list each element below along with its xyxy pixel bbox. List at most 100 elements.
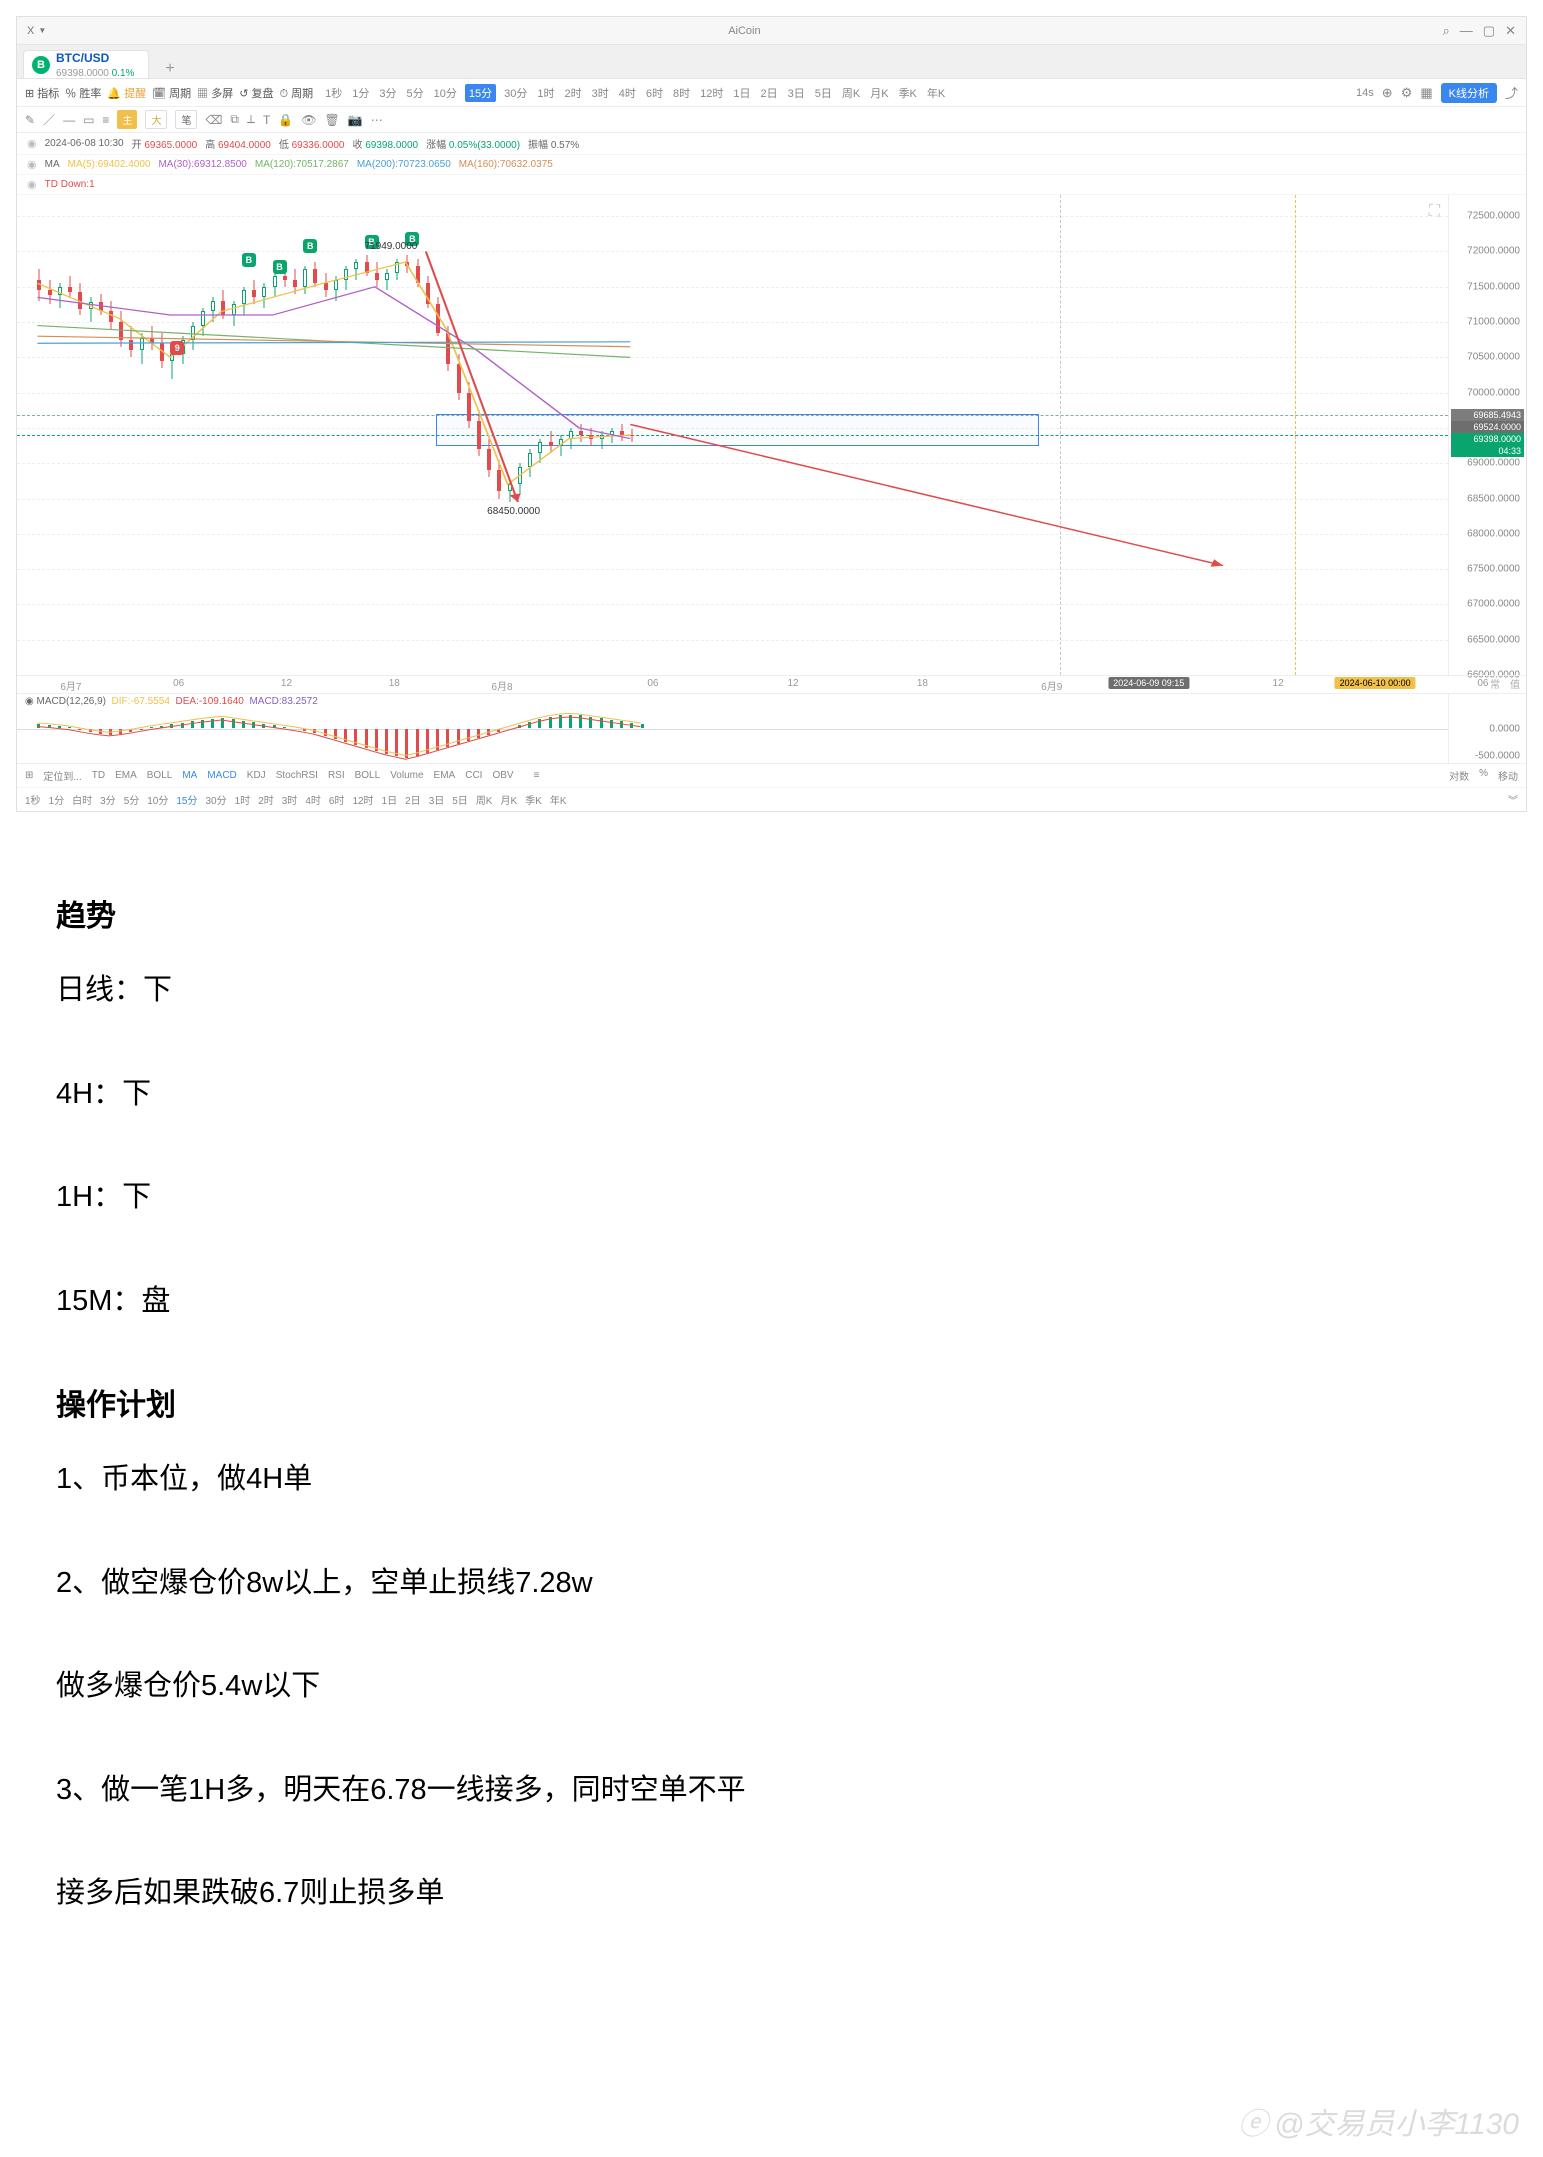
maximize-icon[interactable]: ▢ [1483,23,1495,39]
tf-option[interactable]: 年K [550,792,567,807]
app-menu[interactable]: X ▼ [17,25,56,37]
price-chart[interactable]: ⛶ 9BBBBB71949.000068450.0000 72500.00007… [17,195,1526,675]
timeframe-option[interactable]: 1日 [731,85,752,101]
tf-option[interactable]: 3时 [282,792,298,807]
text-icon[interactable]: T [263,113,270,127]
tf-option[interactable]: 季K [525,792,542,807]
tf-option[interactable]: 3分 [100,792,116,807]
add-tab-button[interactable]: + [155,60,184,78]
indicator-select[interactable]: TD [92,770,105,781]
tf-option[interactable]: 30分 [206,792,227,807]
tf-option[interactable]: 1日 [382,792,398,807]
tf-option[interactable]: 白时 [72,792,92,807]
toolbar-item[interactable]: ↺ 复盘 [239,85,273,101]
indicator-more-icon[interactable]: ≡ [534,770,540,781]
eraser-icon[interactable]: ⌫ [205,113,222,127]
tf-option[interactable]: 12时 [352,792,373,807]
more-icon[interactable]: ⋯ [371,113,383,127]
kline-analysis-button[interactable]: K线分析 [1441,83,1497,103]
magnet-icon[interactable]: ⧉ [230,112,239,127]
timeframe-option[interactable]: 30分 [502,85,529,101]
indicator-select[interactable]: MACD [207,770,236,781]
tf-option[interactable]: 10分 [147,792,168,807]
toolbar-item[interactable]: 🗓 周期 [152,85,191,101]
timeframe-option[interactable]: 5分 [405,85,426,101]
snapshot-icon[interactable]: ⛶ [1429,203,1440,221]
timeframe-option[interactable]: 4时 [617,85,638,101]
eye-icon[interactable]: 👁 [301,113,316,127]
trash-icon[interactable]: 🗑 [325,113,340,127]
locate-icon[interactable]: ⊞ [25,770,33,781]
tf-option[interactable]: 4时 [305,792,321,807]
eye-toggle-icon[interactable]: ◉ [27,158,37,171]
rect-icon[interactable]: ▭ [83,113,94,127]
chip-main[interactable]: 主 [117,110,137,129]
tf-option[interactable]: 月K [500,792,517,807]
indrow-option[interactable]: % [1479,768,1488,783]
line-icon[interactable]: ／ [43,111,55,128]
tf-option[interactable]: 5日 [452,792,468,807]
tf-option[interactable]: 15分 [176,792,197,807]
timeframe-option[interactable]: 月K [868,85,890,101]
indicator-select[interactable]: EMA [434,770,456,781]
indicator-select[interactable]: EMA [115,770,137,781]
eye-toggle-icon[interactable]: ◉ [27,178,37,191]
tf-option[interactable]: 1时 [235,792,251,807]
toolbar-item[interactable]: ⏱ 周期 [279,85,313,101]
indicator-select[interactable]: BOLL [355,770,381,781]
chip-pen[interactable]: 笔 [175,110,197,129]
timeframe-option[interactable]: 1秒 [323,85,344,101]
pencil-icon[interactable]: ✎ [25,113,35,127]
indicator-select[interactable]: BOLL [147,770,173,781]
settings-icon[interactable]: ⚙ [1401,85,1413,101]
indrow-option[interactable]: 对数 [1449,768,1469,783]
collapse-icon[interactable]: ︾ [1508,792,1518,807]
indicator-select[interactable]: KDJ [247,770,266,781]
timeframe-option[interactable]: 8时 [671,85,692,101]
search-icon[interactable]: ⌕ [1443,23,1450,39]
indicator-select[interactable]: CCI [465,770,482,781]
timeframe-option[interactable]: 5日 [813,85,834,101]
timeframe-option[interactable]: 3分 [377,85,398,101]
toolbar-item[interactable]: ▦ 多屏 [197,85,233,101]
timeframe-option[interactable]: 年K [925,85,947,101]
toolbar-item[interactable]: 🔔 提醒 [107,85,146,101]
timeframe-option[interactable]: 10分 [432,85,459,101]
lock-icon[interactable]: 🔒 [278,113,293,127]
crosshair-icon[interactable]: ⊕ [1382,85,1393,101]
timeframe-option[interactable]: 12时 [698,85,725,101]
tab-btcusd[interactable]: B BTC/USD 69398.0000 0.1% [23,50,149,78]
timeframe-option[interactable]: 周K [840,85,862,101]
camera-icon[interactable]: 📷 [348,113,363,127]
toolbar-item[interactable]: ％ 胜率 [65,85,101,101]
indicator-select[interactable]: StochRSI [276,770,318,781]
tf-option[interactable]: 1分 [49,792,65,807]
indicator-select[interactable]: OBV [492,770,513,781]
timeframe-option[interactable]: 3日 [786,85,807,101]
fib-icon[interactable]: ≡ [102,113,109,127]
timeframe-option[interactable]: 3时 [590,85,611,101]
indicator-select[interactable]: MA [182,770,197,781]
timeframe-option[interactable]: 6时 [644,85,665,101]
minimize-icon[interactable]: — [1460,23,1473,39]
share-icon[interactable]: ⤴ [1505,83,1518,102]
chip-big[interactable]: 大 [145,110,167,129]
timeframe-option[interactable]: 15分 [465,84,496,102]
macd-panel[interactable]: ◉ MACD(12,26,9) DIF:-67.5554 DEA:-109.16… [17,693,1526,763]
indrow-option[interactable]: 移动 [1498,768,1518,783]
timeframe-option[interactable]: 2日 [759,85,780,101]
tf-option[interactable]: 1秒 [25,792,41,807]
timeframe-option[interactable]: 1时 [535,85,556,101]
eye-toggle-icon[interactable]: ◉ [25,696,34,707]
tf-option[interactable]: 周K [476,792,493,807]
timeframe-option[interactable]: 2时 [563,85,584,101]
tf-option[interactable]: 6时 [329,792,345,807]
timeframe-option[interactable]: 1分 [350,85,371,101]
toolbar-item[interactable]: ⊞ 指标 [25,85,59,101]
eye-toggle-icon[interactable]: ◉ [27,137,37,150]
ruler-icon[interactable]: ⟂ [247,112,255,127]
horiz-line-icon[interactable]: — [63,113,75,127]
close-icon[interactable]: ✕ [1505,23,1516,39]
timeframe-option[interactable]: 季K [897,85,919,101]
tf-option[interactable]: 2日 [405,792,421,807]
